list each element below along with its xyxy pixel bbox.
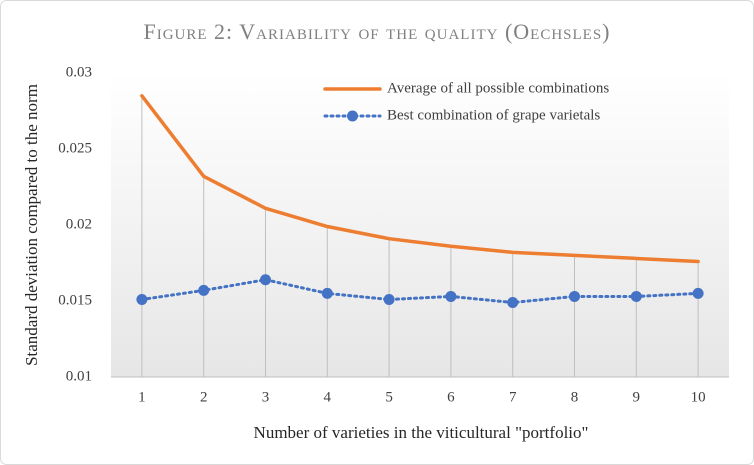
chart-title: Figure 2: Variability of the quality (Oe…: [143, 19, 610, 44]
legend-marker: [347, 110, 358, 122]
y-axis-title: Standard deviation compared to the norm: [22, 84, 41, 366]
marker: [198, 284, 210, 296]
x-tick-label: 2: [200, 389, 208, 405]
y-tick-label: 0.025: [58, 140, 92, 156]
x-tick-label: 3: [262, 389, 270, 405]
marker: [383, 293, 395, 305]
plot-area: [111, 73, 729, 377]
series-line: [140, 94, 700, 264]
marker: [692, 287, 704, 299]
x-tick-label: 5: [385, 389, 393, 405]
legend-label: Best combination of grape varietals: [387, 107, 600, 123]
marker: [321, 287, 333, 299]
x-tick-label: 7: [509, 389, 517, 405]
marker: [136, 293, 148, 305]
x-tick-label: 9: [633, 389, 641, 405]
y-tick-label: 0.02: [66, 216, 92, 232]
x-tick-label: 1: [138, 389, 146, 405]
marker: [507, 297, 519, 309]
x-tick-label: 6: [447, 389, 455, 405]
x-axis-title: Number of varieties in the viticultural …: [254, 423, 589, 442]
x-tick-label: 4: [324, 389, 332, 405]
y-tick-label: 0.03: [66, 64, 92, 80]
x-tick-label: 10: [691, 389, 706, 405]
marker: [445, 290, 457, 302]
y-tick-label: 0.015: [58, 292, 92, 308]
marker: [260, 274, 271, 286]
legend-label: Average of all possible combinations: [387, 80, 609, 96]
marker: [569, 290, 580, 302]
y-tick-label: 0.01: [66, 368, 92, 384]
marker: [630, 290, 642, 302]
series-line: [140, 278, 700, 305]
x-tick-label: 8: [571, 389, 579, 405]
